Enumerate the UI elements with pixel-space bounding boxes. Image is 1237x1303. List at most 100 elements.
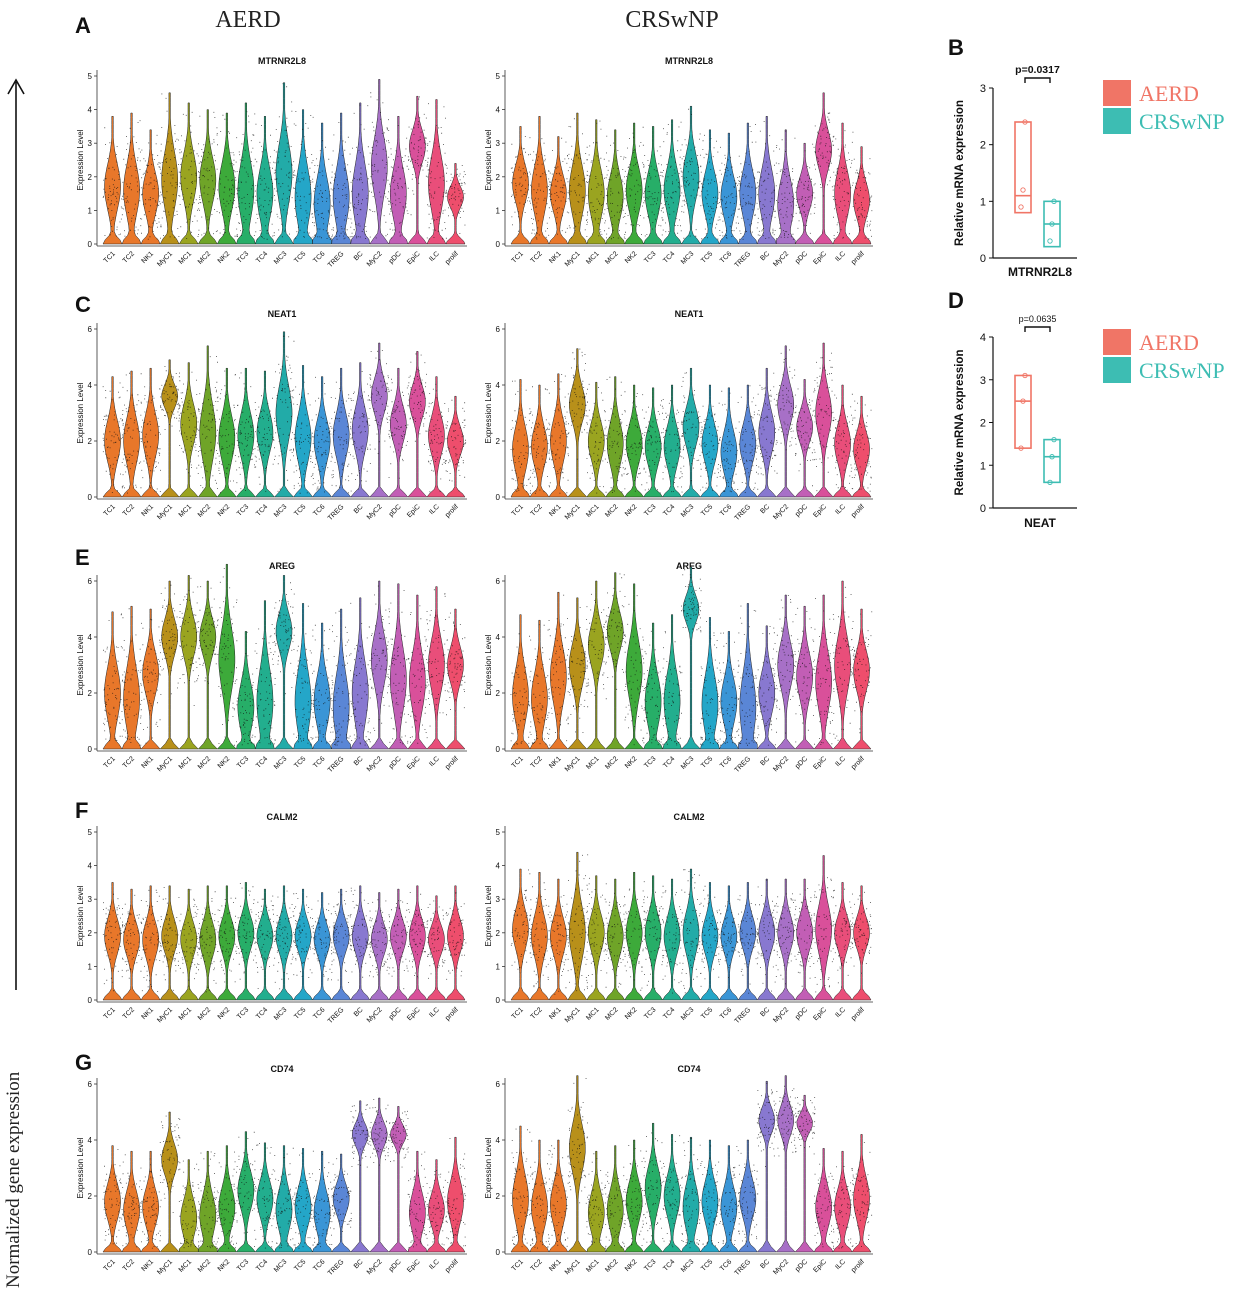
x-tick-label: MC1 [178,1006,193,1021]
violin-body [426,586,447,750]
x-tick-label: TC5 [700,503,714,517]
x-tick-label: TC6 [719,1006,733,1020]
violin-body [293,365,314,498]
y-tick-label: 2 [496,929,501,938]
x-tick-label: TC2 [122,1258,136,1272]
violin-myc2: MyC2 [366,342,390,521]
legend-label-crswnp: CRSwNP [1139,358,1225,383]
y-tick-label: 2 [496,173,501,182]
x-tick-label: ILC [834,755,847,768]
x-tick-label: ILC [834,250,847,263]
x-tick-label: TC1 [103,1258,117,1272]
x-tick-label: TC4 [662,1006,676,1020]
violin-points [851,1142,873,1247]
box-rect [1014,121,1032,214]
x-tick-label: TC2 [530,250,544,264]
violin-body [832,122,853,245]
violin-body [273,331,295,498]
violin-tc6: TC6 [718,631,740,770]
x-tick-label: prolif [850,1006,866,1022]
violin-tc4: TC4 [662,878,683,1021]
box-point [1049,221,1055,227]
violin-tc4: TC4 [662,119,683,265]
y-tick-label: 1 [980,460,986,472]
y-tick-label: 0 [980,503,986,515]
violin-tc1: TC1 [510,126,531,265]
violin-body [775,345,796,498]
y-tick-label: 2 [496,689,501,698]
x-tick-label: NK2 [217,1006,232,1021]
violin-body [235,367,256,498]
violin-chart-e-aerd: AREG Expression Level 0 2 4 6 TC1 TC2 NK1 MyC1 MC1… [76,561,467,774]
x-tick-label: EpiC [812,503,828,519]
violin-body [293,888,314,1001]
violin-bc: BC [756,878,778,1018]
x-tick-label: TC6 [719,755,733,769]
violin-body [700,1139,720,1253]
violin-body [718,1145,739,1253]
violin-myc2: MyC2 [772,345,797,521]
violin-tc2: TC2 [122,1150,143,1273]
violin-myc1: MyC1 [156,92,180,268]
x-tick-label: TREG [327,503,346,522]
x-tick-label: prolif [850,755,866,771]
violin-myc2: MyC2 [772,1075,797,1276]
violin-tc2: TC2 [122,112,143,265]
x-tick-label: NK1 [140,250,155,265]
violin-body [331,112,351,245]
y-tick-label: 0 [88,996,93,1005]
x-tick-label: BC [353,755,365,767]
violin-body [102,611,123,750]
x-tick-label: MC3 [680,755,695,770]
violin-myc1: MyC1 [156,359,181,521]
violin-tc3: TC3 [236,102,256,265]
violin-treg: TREG [734,122,759,269]
violin-epic: EpiC [406,95,429,266]
violin-pdc: pDC [794,379,816,518]
y-axis-label: Expression Level [484,382,493,443]
y-tick-label: 2 [496,1192,501,1201]
violin-points [643,891,664,989]
violin-body [293,603,313,750]
violin-body [794,142,815,245]
x-tick-label: NK2 [624,250,639,265]
x-tick-label: MC3 [273,755,288,770]
violin-pdc: pDC [794,605,816,770]
x-tick-label: TC4 [255,250,269,264]
y-tick-label: 2 [88,173,93,182]
x-tick-label: TC5 [700,1006,714,1020]
y-tick-label: 3 [88,895,93,904]
y-tick-label: 4 [88,106,93,115]
violin-tc1: TC1 [102,116,124,265]
x-tick-label: NK1 [548,1258,563,1273]
y-tick-label: 4 [88,633,93,642]
x-tick-label: MC1 [585,755,600,770]
violin-tc4: TC4 [255,600,276,770]
violin-mc1: MC1 [585,580,607,771]
box-point [1022,119,1028,125]
x-tick-label: TC6 [719,503,733,517]
violin-body [216,112,237,245]
violin-pdc: pDC [388,888,409,1021]
violin-nk2: NK2 [624,384,645,518]
x-tick-label: TREG [327,1006,346,1025]
x-tick-label: NK1 [548,503,563,518]
violin-body [851,608,872,750]
y-axis-label: Expression Level [76,634,85,695]
x-tick-label: MC1 [178,503,193,518]
x-tick-label: TC2 [530,755,544,769]
x-tick-label: TC3 [643,1006,657,1020]
box-point [1047,238,1053,244]
violin-chart-f-aerd: CALM2 Expression Level 0 1 2 3 4 5 TC1 TC2 NK1 MyC1… [76,812,467,1025]
violin-nk1: NK1 [140,367,162,518]
violin-chart-g-aerd: CD74 Expression Level 0 2 4 6 TC1 TC2 NK1 MyC1 MC1… [76,1064,467,1277]
x-tick-label: EpiC [406,1258,422,1274]
y-tick-label: 1 [88,962,93,971]
x-tick-label: TC2 [530,1006,544,1020]
violin-treg: TREG [327,888,352,1025]
violin-bc: BC [350,597,371,767]
x-tick-label: TC3 [236,250,250,264]
significance-bracket [1024,77,1051,83]
chart-title: NEAT1 [268,309,297,319]
